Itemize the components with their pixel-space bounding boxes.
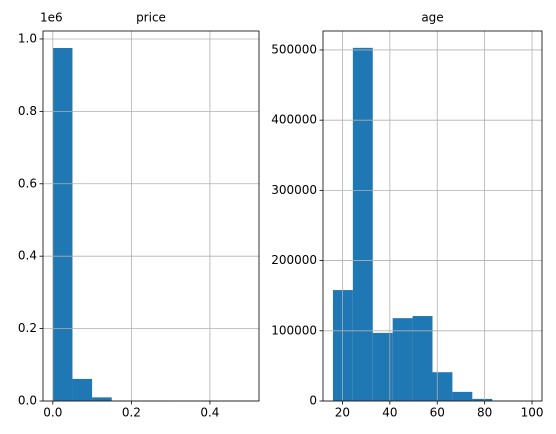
y-tick-label: 400000 [271,113,317,127]
bar [72,378,93,401]
y-tick-label: 1.0 [18,31,37,45]
x-tick-label: 0.2 [122,406,141,420]
bar [52,48,73,401]
y-tick-label: 0 [309,394,317,408]
y-tick-label: 0.8 [18,104,37,118]
x-tick-label: 0.0 [43,406,62,420]
y-tick-label: 0.2 [18,321,37,335]
x-tick-label: 40 [382,406,397,420]
x-tick-label: 100 [521,406,544,420]
x-tick-label: 60 [430,406,445,420]
axes-frame [322,30,543,402]
bar [372,332,393,401]
chart-title: age [421,11,443,25]
y-tick-label: 300000 [271,183,317,197]
bar [392,318,413,401]
x-tick-label: 20 [335,406,350,420]
bar [92,397,112,401]
x-tick-label: 0.4 [200,406,219,420]
y-tick-label: 0.4 [18,249,37,263]
bar [452,391,473,401]
bar [432,372,453,401]
bar [472,398,493,401]
offset-label: 1e6 [40,11,63,25]
y-tick-label: 200000 [271,253,317,267]
axes-frame [42,30,260,402]
y-tick-label: 0.6 [18,176,37,190]
y-tick-label: 100000 [271,323,317,337]
chart-title: price [136,11,166,25]
bar [352,47,373,401]
y-tick-label: 500000 [271,42,317,56]
bar [332,290,353,401]
y-tick-label: 0.0 [18,394,37,408]
bar [412,316,433,401]
x-tick-label: 80 [477,406,492,420]
